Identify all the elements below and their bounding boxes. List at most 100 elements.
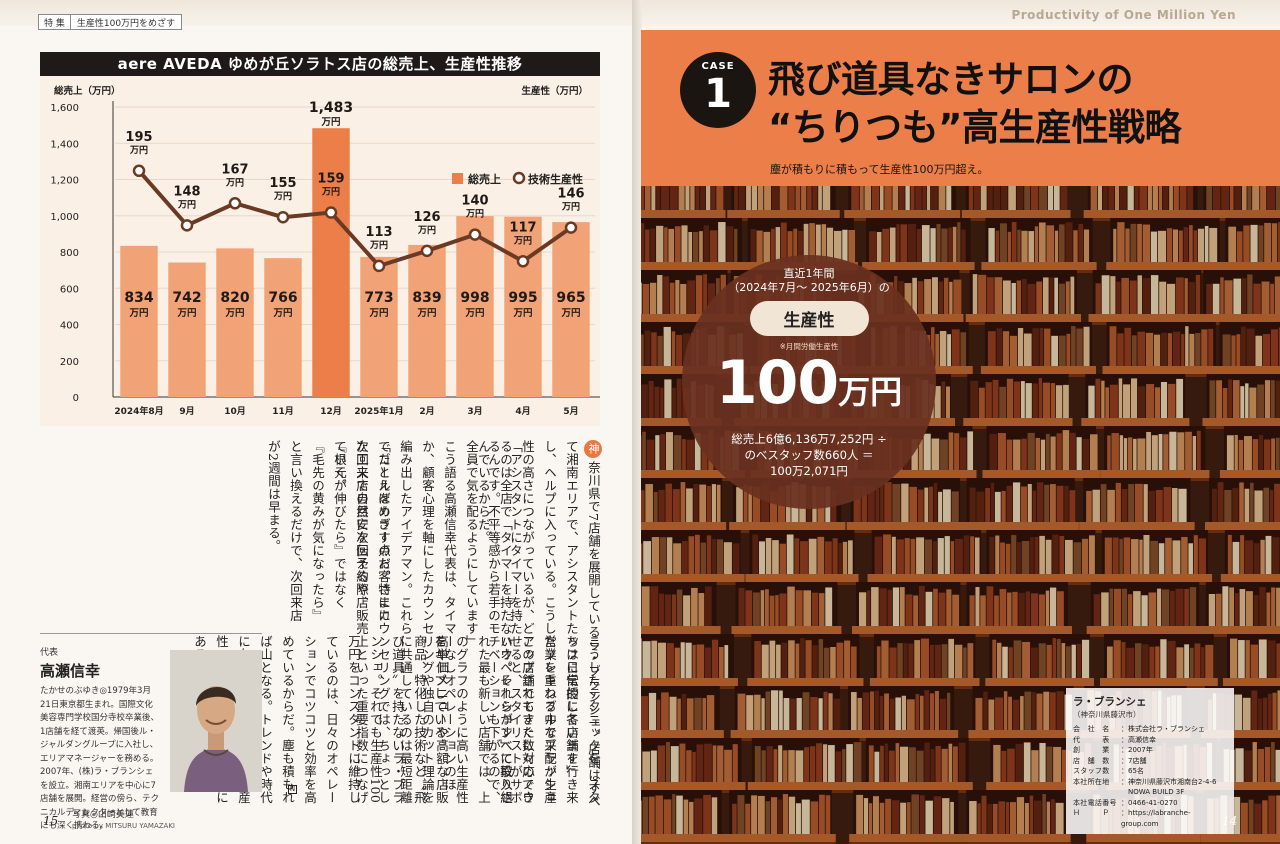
company-info: ラ・ブランシェ （神奈川県藤沢市） 会 社 名：株式会社ラ・ブランシェ代 表：高… (1066, 688, 1234, 834)
article-column-4: こうしたテクニックを、スタッフに伝授しています」 (564, 635, 601, 804)
line-unit-label: 万円 (465, 209, 484, 220)
book-spine (1184, 278, 1188, 314)
book-spine (703, 225, 709, 262)
book-spine (1255, 335, 1263, 366)
book-spine (1093, 594, 1101, 626)
book-spine (1162, 186, 1169, 210)
book-spine (776, 644, 781, 678)
book-spine (1133, 438, 1137, 470)
book-spine (1175, 277, 1184, 314)
book-spine (970, 380, 979, 418)
book-spine (1270, 283, 1274, 314)
book-spine (686, 439, 695, 470)
book-spine (969, 801, 977, 834)
book-spine (1042, 382, 1051, 418)
book-spine (1100, 484, 1107, 522)
book-spine (1023, 333, 1032, 366)
book-spine (1169, 186, 1173, 210)
book-spine (688, 536, 695, 574)
book-spine (946, 589, 952, 626)
book-spine (818, 639, 824, 678)
page-number-right: 14 (1222, 814, 1238, 828)
book-spine (1276, 795, 1280, 834)
book-spine (711, 797, 718, 834)
book-spine (673, 543, 682, 574)
book-spine (775, 595, 779, 626)
book-spine (1012, 482, 1021, 522)
lead-text: 塵が積もりに積もって生産性100万円超え。 (770, 163, 989, 176)
book-spine (723, 542, 732, 574)
book-spine (761, 644, 769, 678)
book-spine (746, 695, 754, 730)
book-spine (683, 595, 691, 626)
book-spine (983, 691, 988, 730)
book-spine (1176, 378, 1184, 418)
book-spine (948, 227, 952, 262)
book-spine (1123, 384, 1131, 418)
book-spine (1252, 742, 1257, 782)
book-spine (704, 586, 712, 626)
book-spine (1086, 490, 1092, 522)
book-spine (718, 646, 724, 678)
book-spine (648, 381, 654, 418)
book-spine (1241, 326, 1246, 366)
book-spine (916, 228, 922, 262)
book-spine (1101, 380, 1105, 418)
book-spine (810, 697, 818, 730)
book-spine (920, 695, 924, 730)
book-spine (1250, 482, 1254, 522)
book-spine (905, 186, 910, 210)
book-spine (1111, 432, 1119, 470)
article-column-1: 神奈川県で7店舗を展開しているラ・ブランシェ。店舗はすべて湘南エリアで、アシスタ… (476, 440, 602, 808)
book-spine (1247, 274, 1253, 314)
book-spine (1032, 490, 1037, 522)
book-spine (1106, 646, 1113, 678)
book-spine (665, 432, 673, 470)
line-value-label: 113 (365, 225, 392, 240)
book-spine (745, 590, 753, 626)
book-spine (644, 186, 651, 210)
book-spine (874, 536, 883, 574)
book-spine (1114, 186, 1120, 210)
book-spine (986, 586, 994, 626)
book-spine (1081, 639, 1090, 678)
line-value-label: 148 (173, 184, 200, 199)
book-spine (1001, 490, 1006, 522)
book-spine (664, 594, 672, 626)
y-left-tick-label: 1,000 (50, 212, 79, 223)
book-spine (960, 332, 967, 366)
book-spine (897, 643, 903, 678)
line-point-0 (132, 164, 146, 178)
book-spine (724, 749, 732, 782)
book-spine (1036, 281, 1043, 314)
book-spine (1271, 438, 1276, 470)
book-spine (1197, 228, 1205, 262)
book-spine (1176, 647, 1184, 678)
x-tick-label: 2025年1月 (354, 405, 403, 417)
book-spine (1073, 230, 1078, 262)
book-spine (736, 487, 743, 522)
book-spine (1101, 275, 1110, 314)
book-spine (809, 746, 816, 782)
kpi-period: 直近1年間 （2024年7月～ 2025年6月）の (728, 267, 890, 294)
x-tick-label: 9月 (179, 406, 194, 417)
book-spine (1155, 489, 1163, 522)
book-spine (900, 802, 907, 834)
book-spine (1243, 225, 1250, 262)
book-spine (1142, 644, 1149, 678)
book-spine (1184, 588, 1189, 626)
book-spine (876, 231, 882, 262)
book-spine (1189, 225, 1193, 262)
book-spine (786, 534, 794, 574)
book-spine (1129, 280, 1137, 314)
book-spine (1131, 335, 1137, 366)
book-spine (752, 592, 760, 626)
book-spine (1252, 439, 1259, 470)
book-spine (999, 589, 1007, 626)
book-spine (884, 743, 889, 782)
book-spine (641, 696, 649, 730)
book-spine (1013, 439, 1021, 470)
book-spine (658, 489, 665, 522)
company-name: ラ・ブランシェ (1073, 696, 1147, 708)
book-spine (676, 334, 683, 366)
